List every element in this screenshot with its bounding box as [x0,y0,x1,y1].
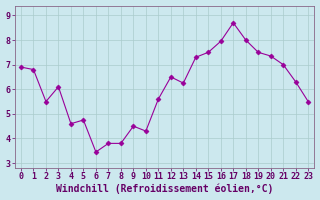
X-axis label: Windchill (Refroidissement éolien,°C): Windchill (Refroidissement éolien,°C) [56,184,273,194]
